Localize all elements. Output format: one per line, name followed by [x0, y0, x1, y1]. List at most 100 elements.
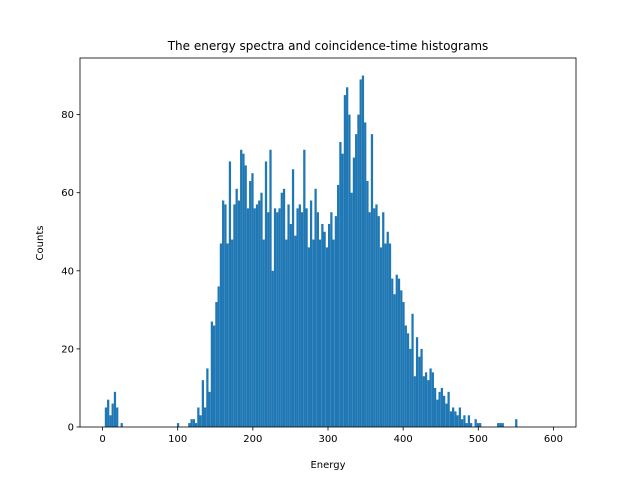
bar [201, 380, 204, 427]
bar [282, 188, 286, 427]
bar [325, 247, 328, 427]
bar [251, 173, 254, 427]
x-tick-label: 100 [168, 434, 187, 445]
bar [470, 423, 473, 427]
bar [366, 181, 369, 427]
bar [328, 223, 331, 427]
bar [361, 75, 365, 428]
x-tick-label: 500 [469, 434, 488, 445]
bar [307, 247, 310, 427]
bar [449, 411, 452, 427]
bar [226, 243, 229, 427]
bar [262, 239, 265, 427]
bar [300, 212, 304, 427]
bar [467, 415, 471, 427]
y-tick-label: 0 [68, 423, 74, 434]
bar [476, 423, 480, 427]
bar [463, 415, 466, 427]
bar [176, 423, 180, 427]
bar [382, 212, 385, 427]
bar [456, 415, 459, 427]
x-tick-label: 400 [394, 434, 413, 445]
bar [499, 423, 502, 427]
bar [497, 423, 500, 427]
bar [368, 212, 371, 427]
bar [440, 387, 443, 427]
bar [515, 419, 518, 427]
bar [447, 391, 450, 427]
bar [406, 333, 410, 427]
bar [501, 423, 504, 427]
bar [422, 376, 425, 427]
bar [113, 391, 117, 427]
chart-title: The energy spectra and coincidence-time … [167, 39, 489, 53]
bar [330, 212, 333, 427]
bar [280, 192, 283, 427]
bar [400, 290, 403, 427]
bar [314, 188, 317, 427]
bar [215, 302, 218, 427]
bar [249, 181, 252, 427]
bar [323, 231, 326, 427]
bar [104, 407, 108, 427]
bar [291, 169, 295, 428]
bar [350, 192, 353, 427]
x-tick-label: 600 [544, 434, 563, 445]
bar [305, 208, 308, 427]
bar [438, 391, 441, 427]
bar [409, 348, 412, 427]
bar [388, 243, 392, 427]
bar [395, 274, 398, 427]
bar [228, 161, 232, 427]
bar [377, 216, 380, 427]
bar [391, 278, 394, 427]
bar [258, 200, 261, 427]
bar [267, 212, 270, 427]
bar [445, 403, 448, 427]
bar [107, 399, 110, 427]
bar [479, 423, 482, 427]
bar [240, 149, 243, 427]
bar [375, 204, 378, 427]
bar [413, 376, 416, 427]
bar [341, 153, 344, 427]
bar [253, 208, 256, 427]
bar [337, 184, 340, 427]
bar [194, 423, 198, 427]
bar [222, 200, 225, 427]
bar [197, 407, 200, 427]
bar [404, 325, 407, 427]
bar [231, 239, 234, 427]
bar [109, 415, 112, 427]
bar [386, 231, 389, 427]
bar [204, 407, 207, 427]
bar [303, 149, 306, 427]
bar [373, 208, 376, 427]
bar [237, 200, 241, 427]
bar [260, 192, 263, 427]
x-axis-label: Energy [310, 460, 345, 471]
y-tick-label: 20 [61, 344, 74, 355]
bar [276, 212, 279, 427]
bar [208, 391, 211, 427]
bar [339, 141, 342, 427]
bar [224, 204, 227, 427]
bar [116, 407, 119, 427]
bar [206, 368, 209, 427]
bar [273, 208, 277, 427]
bar [296, 208, 299, 427]
bar [285, 239, 288, 427]
bar [235, 188, 238, 427]
bar [188, 423, 191, 427]
bar [318, 239, 322, 427]
bar [294, 235, 297, 427]
bar [269, 149, 272, 427]
bar [199, 415, 202, 427]
bar [219, 243, 223, 427]
bar [474, 419, 477, 427]
bar [370, 134, 374, 427]
bar [442, 395, 446, 427]
bar [217, 286, 220, 427]
bar [271, 270, 274, 427]
